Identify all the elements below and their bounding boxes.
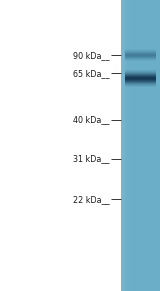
Bar bbox=[130, 0, 131, 291]
Bar bbox=[122, 0, 123, 291]
Text: 65 kDa__: 65 kDa__ bbox=[73, 69, 110, 78]
Bar bbox=[125, 0, 126, 291]
Bar bbox=[121, 0, 122, 291]
Text: 40 kDa__: 40 kDa__ bbox=[73, 116, 110, 124]
Bar bbox=[126, 0, 127, 291]
Bar bbox=[124, 0, 125, 291]
Bar bbox=[123, 0, 124, 291]
Bar bbox=[129, 0, 130, 291]
Bar bbox=[127, 0, 128, 291]
Bar bbox=[121, 0, 160, 291]
Text: 22 kDa__: 22 kDa__ bbox=[73, 195, 110, 204]
Bar bbox=[128, 0, 129, 291]
Text: 90 kDa__: 90 kDa__ bbox=[73, 51, 110, 60]
Text: 31 kDa__: 31 kDa__ bbox=[73, 154, 110, 163]
Bar bbox=[131, 0, 132, 291]
